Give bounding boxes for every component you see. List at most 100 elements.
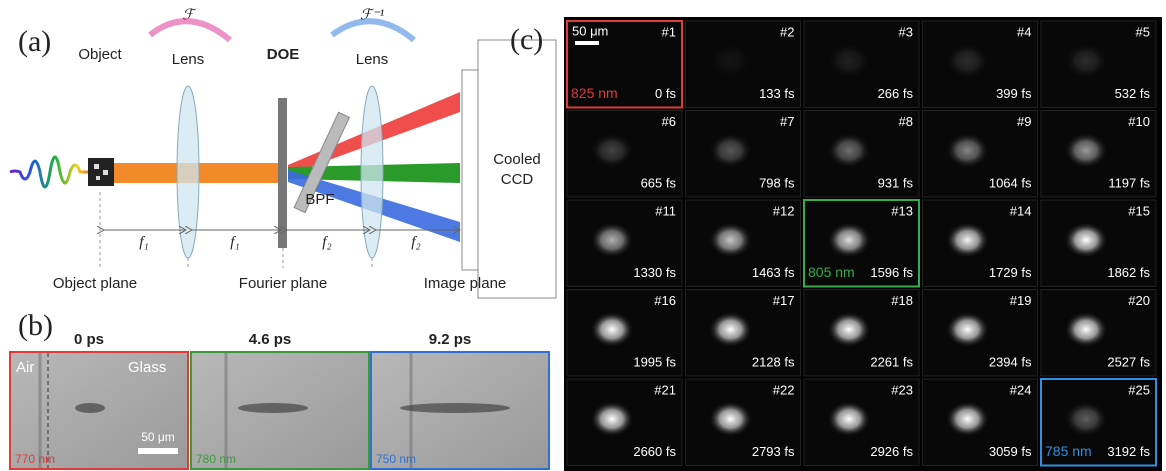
frame-time: 1197 fs	[1108, 175, 1150, 190]
plasma-glow	[1064, 311, 1108, 348]
time-label: 4.6 ps	[249, 331, 292, 348]
plane-label: Object plane	[53, 275, 137, 292]
plasma-glow	[590, 222, 634, 258]
scale-bar	[575, 41, 599, 45]
panel-label: (a)	[18, 25, 51, 58]
frame-time: 2527 fs	[1107, 354, 1150, 369]
plasma	[75, 403, 105, 413]
plasma-glow	[827, 43, 871, 79]
plasma-glow	[1064, 43, 1108, 79]
wavelength-label: 770 nm	[15, 452, 55, 466]
frame-time: 3059 fs	[989, 444, 1032, 459]
plasma-glow	[827, 222, 871, 258]
frame-index: #13	[891, 203, 913, 218]
distance: f₁	[230, 234, 239, 250]
plasma-glow	[708, 311, 753, 348]
plane-label: Fourier plane	[239, 275, 327, 292]
frame-time: 3192 fs	[1107, 444, 1150, 459]
pulse	[9, 155, 100, 189]
frame-time: 1995 fs	[633, 354, 676, 369]
plasma-glow	[1064, 132, 1108, 169]
frame-index: #23	[891, 382, 913, 397]
frame-index: #3	[899, 24, 913, 39]
frame-wavelength: 785 nm	[1045, 443, 1092, 459]
frame-time: 1729 fs	[989, 265, 1032, 280]
frame-index: #14	[1010, 203, 1032, 218]
plasma-glow	[945, 222, 990, 258]
label: Lens	[356, 51, 389, 68]
plasma-glow	[708, 222, 753, 258]
plasma-glow	[708, 132, 753, 169]
frame-time: 1064 fs	[989, 175, 1032, 190]
time-label: 9.2 ps	[429, 331, 472, 348]
frame-time: 266 fs	[878, 86, 914, 101]
frame-index: #17	[773, 293, 795, 308]
frame-time: 1330 fs	[633, 265, 676, 280]
frame-index: #10	[1128, 114, 1150, 129]
object-mask	[88, 158, 114, 186]
frame-index: #11	[655, 203, 676, 218]
frame-index: #18	[891, 293, 913, 308]
frame	[566, 20, 683, 109]
plasma-glow	[1064, 401, 1108, 437]
frame-index: #19	[1010, 293, 1032, 308]
frame-index: #25	[1128, 382, 1150, 397]
label: Lens	[172, 51, 205, 68]
bpf	[293, 111, 351, 214]
label: DOE	[267, 46, 300, 63]
plane-label: Image plane	[424, 275, 507, 292]
frame	[1040, 378, 1157, 467]
frame-index: #9	[1017, 114, 1031, 129]
frame-index: #20	[1128, 293, 1150, 308]
plasma-glow	[827, 132, 871, 169]
frame-time: 133 fs	[759, 86, 795, 101]
frame-time: 931 fs	[878, 175, 914, 190]
plasma-glow	[708, 401, 753, 437]
camera-label: CCD	[501, 171, 534, 188]
frame-time: 2394 fs	[989, 354, 1032, 369]
frame-time: 1862 fs	[1107, 265, 1150, 280]
sensor	[461, 69, 479, 271]
frame-index: #24	[1010, 382, 1032, 397]
frame-index: #6	[662, 114, 676, 129]
wavelength-label: 750 nm	[376, 452, 416, 466]
frame-time: 399 fs	[996, 86, 1032, 101]
frame-index: #4	[1017, 24, 1031, 39]
frame-time: 532 fs	[1115, 86, 1151, 101]
distance: f₂	[322, 234, 331, 250]
frame-wavelength: 805 nm	[808, 264, 855, 280]
label: Object	[78, 46, 122, 63]
plasma	[400, 403, 510, 413]
frame-index: #15	[1128, 203, 1150, 218]
frame-index: #22	[773, 382, 795, 397]
lens	[176, 85, 200, 259]
medium-label: Glass	[128, 359, 166, 376]
frame-index: #7	[780, 114, 794, 129]
plasma-glow	[1064, 222, 1108, 258]
time-label: 0 ps	[74, 331, 104, 348]
frame-time: 2261 fs	[870, 354, 913, 369]
distance: f₁	[139, 234, 148, 250]
frame-index: #16	[654, 293, 676, 308]
frame-time: 1463 fs	[752, 265, 795, 280]
frame-time: 798 fs	[759, 175, 795, 190]
plasma-glow	[590, 132, 634, 169]
plasma-glow	[945, 43, 990, 79]
frame-time: 2926 fs	[870, 444, 913, 459]
frame-index: #12	[773, 203, 795, 218]
plasma-glow	[827, 401, 871, 437]
frame-time: 665 fs	[641, 175, 677, 190]
lens	[360, 85, 384, 259]
frame-time: 2660 fs	[633, 444, 676, 459]
doe	[278, 98, 287, 248]
frame-time: 1596 fs	[870, 265, 913, 280]
camera	[477, 39, 557, 299]
scale-label: 50 μm	[141, 430, 175, 444]
plasma-glow	[945, 401, 990, 437]
plasma-glow	[945, 311, 990, 348]
plasma-glow	[590, 401, 634, 437]
frame-index: #2	[780, 24, 794, 39]
frame-wavelength: 825 nm	[571, 85, 618, 101]
plasma-glow	[945, 132, 990, 169]
